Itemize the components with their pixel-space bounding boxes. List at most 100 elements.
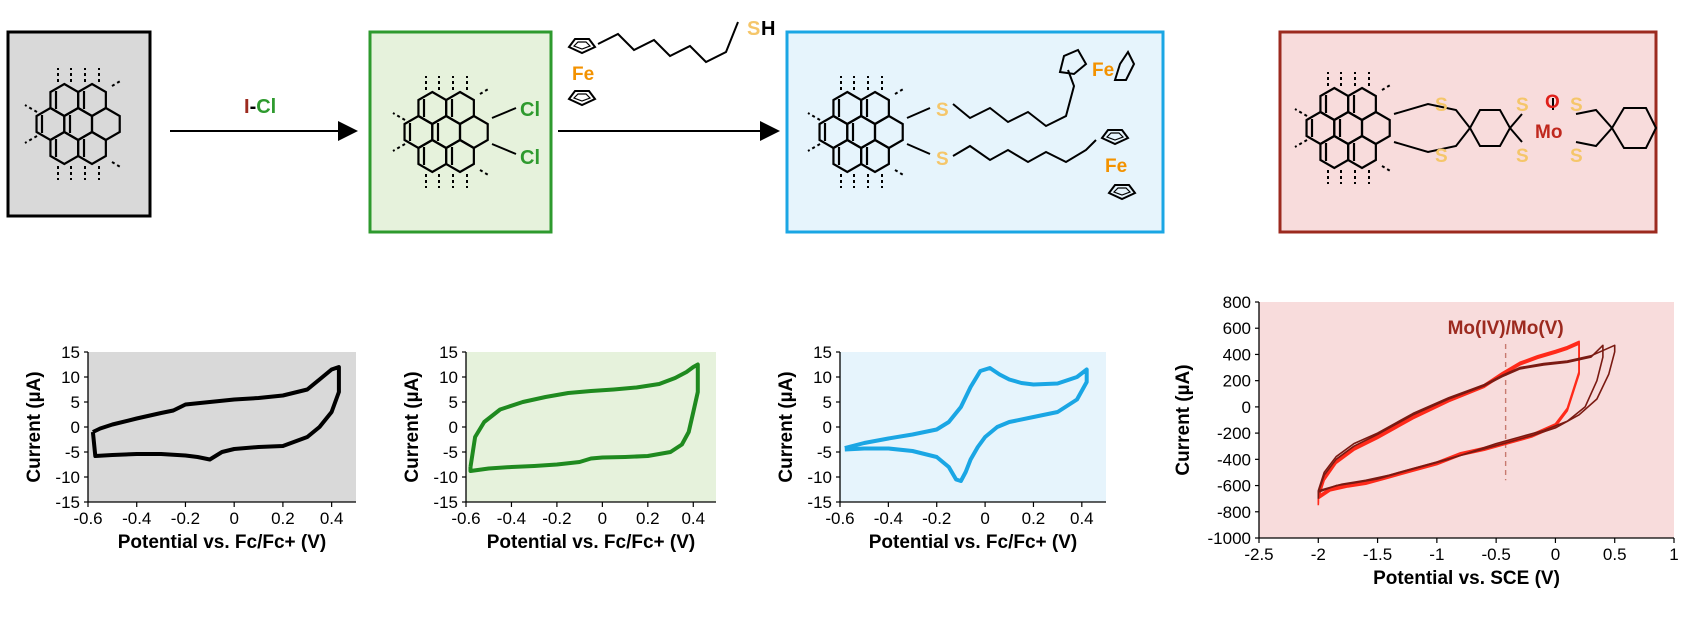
y-tick-label: -15: [55, 493, 80, 512]
y-tick-label: 0: [823, 418, 832, 437]
y-tick-label: 10: [813, 368, 832, 387]
y-tick-label: 5: [449, 393, 458, 412]
y-tick-label: 15: [61, 343, 80, 362]
reagent-iron-label: Fe: [572, 64, 594, 85]
x-axis-label: Potential vs. Fc/Fc+ (V): [487, 532, 696, 553]
arrow-iodine-chloride: I-Cl: [170, 96, 358, 141]
x-tick-label: -0.2: [542, 509, 571, 528]
y-tick-label: 200: [1223, 372, 1251, 391]
x-tick-label: 0: [980, 509, 989, 528]
x-tick-label: -0.4: [497, 509, 526, 528]
x-tick-label: 0: [598, 509, 607, 528]
x-tick-label: 0.2: [1022, 509, 1046, 528]
y-tick-label: -600: [1217, 477, 1251, 496]
reagent-label: I-Cl: [244, 96, 276, 118]
x-tick-label: -1: [1429, 545, 1444, 564]
reagent-chlorine: Cl: [256, 96, 276, 118]
mo-sulfur-1: S: [1435, 95, 1448, 116]
y-tick-label: 5: [823, 393, 832, 412]
x-tick-label: -2.5: [1244, 545, 1273, 564]
x-tick-label: -0.6: [451, 509, 480, 528]
y-tick-label: 15: [813, 343, 832, 362]
x-tick-label: 0.4: [320, 509, 344, 528]
molybdenum-label: Mo: [1535, 122, 1562, 143]
y-tick-label: -10: [55, 468, 80, 487]
y-tick-label: 10: [439, 368, 458, 387]
cv-trace-0: [468, 362, 700, 473]
reagent-iodine: I: [244, 96, 250, 118]
y-tick-label: -800: [1217, 503, 1251, 522]
chlorine-top-label: Cl: [520, 99, 540, 121]
y-tick-label: 600: [1223, 319, 1251, 338]
cv-trace-0: [90, 365, 341, 462]
y-axis-label: Current (µA): [1173, 364, 1194, 475]
x-axis-label: Potential vs. Fc/Fc+ (V): [118, 532, 327, 553]
scheme-box-dichloride: Cl Cl: [368, 30, 553, 234]
mo-sulfur-3: S: [1516, 95, 1529, 116]
product-iron-bottom: Fe: [1105, 156, 1127, 177]
y-axis-label: Current (µA): [24, 371, 45, 482]
x-tick-label: 0.4: [681, 509, 705, 528]
cv-chart-ferrocene-product: 15 10 5 0 -5 -10 -15-0.6 -0.4 -0.2 0 0.2 0.4 Potenti…: [776, 343, 1106, 553]
scheme-box-molybdenum-complex: S S S S S S Mo O: [1278, 30, 1658, 234]
oxo-label: O: [1545, 92, 1560, 113]
y-tick-label: -15: [433, 493, 458, 512]
cv-chart-molybdenum-complex: Mo(IV)/Mo(V) 800 600 400 200 0 -200 -400 -600 -80…: [1173, 293, 1679, 589]
y-tick-label: -5: [817, 443, 832, 462]
plot-area: [840, 352, 1106, 502]
mo-sulfur-6: S: [1570, 146, 1583, 167]
y-tick-label: -15: [807, 493, 832, 512]
y-tick-label: 400: [1223, 345, 1251, 364]
x-tick-label: 0: [1551, 545, 1560, 564]
x-tick-label: -0.2: [922, 509, 951, 528]
x-tick-label: -0.2: [171, 509, 200, 528]
cv-chart-perylene: 15 10 5 0 -5 -10 -15-0.6 -0.4 -0.2 0 0.2 0.4 Potenti…: [24, 343, 356, 553]
scheme-box-perylene: [6, 30, 152, 218]
y-tick-label: -1000: [1208, 529, 1251, 548]
cv-trace-0: [844, 366, 1089, 483]
chlorine-bottom-label: Cl: [520, 147, 540, 169]
x-tick-label: 1: [1669, 545, 1678, 564]
y-tick-label: -5: [65, 443, 80, 462]
y-tick-label: 15: [439, 343, 458, 362]
thiol-hydrogen-label: H: [761, 18, 775, 40]
x-tick-label: -0.4: [122, 509, 151, 528]
cv-chart-dichloride: 15 10 5 0 -5 -10 -15-0.6 -0.4 -0.2 0 0.2 0.4 Potenti…: [402, 343, 716, 553]
x-tick-label: -2: [1311, 545, 1326, 564]
y-tick-label: 10: [61, 368, 80, 387]
plot-area: [1259, 302, 1674, 538]
y-tick-label: -200: [1217, 424, 1251, 443]
x-tick-label: -0.4: [874, 509, 903, 528]
plot-area: [88, 352, 356, 502]
x-axis-label: Potential vs. SCE (V): [1373, 568, 1560, 589]
y-axis-label: Current (µA): [776, 371, 797, 482]
x-tick-label: 0: [229, 509, 238, 528]
x-tick-label: -1.5: [1363, 545, 1392, 564]
scheme-box-ferrocene-product: S S Fe Fe: [785, 30, 1165, 234]
y-tick-label: 800: [1223, 293, 1251, 312]
x-tick-label: -0.6: [73, 509, 102, 528]
y-tick-label: 5: [71, 393, 80, 412]
y-tick-label: -400: [1217, 450, 1251, 469]
y-axis-label: Current (µA): [402, 371, 423, 482]
cv-trace-4: [1317, 344, 1616, 498]
reagent-dash: -: [250, 96, 257, 118]
y-tick-label: -10: [433, 468, 458, 487]
mo-sulfur-5: S: [1570, 95, 1583, 116]
x-axis-label: Potential vs. Fc/Fc+ (V): [869, 532, 1078, 553]
x-tick-label: 0.2: [636, 509, 660, 528]
mo-sulfur-2: S: [1435, 146, 1448, 167]
thiol-reagent: Fe S H: [568, 18, 775, 106]
x-tick-label: 0.5: [1603, 545, 1627, 564]
x-tick-label: 0.2: [271, 509, 295, 528]
y-tick-label: -5: [443, 443, 458, 462]
y-tick-label: 0: [449, 418, 458, 437]
product-sulfur-bottom: S: [936, 149, 949, 170]
x-tick-label: 0.4: [1070, 509, 1094, 528]
product-sulfur-top: S: [936, 100, 949, 121]
x-tick-label: -0.5: [1481, 545, 1510, 564]
thiol-sulfur-label: S: [747, 18, 760, 40]
redox-annotation-label: Mo(IV)/Mo(V): [1448, 318, 1564, 339]
